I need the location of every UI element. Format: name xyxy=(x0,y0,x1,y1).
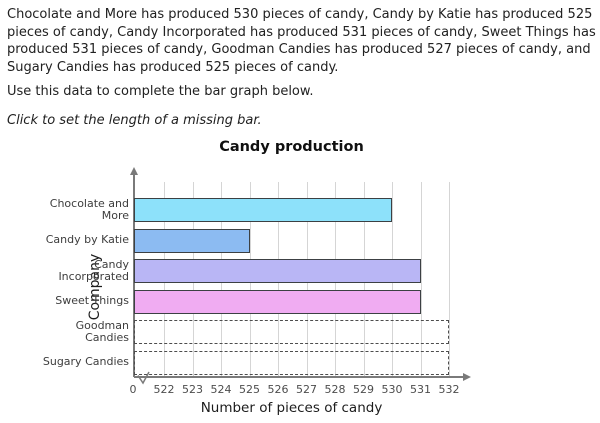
bar-sweet-things xyxy=(134,289,421,314)
x-axis-label: Number of pieces of candy xyxy=(200,400,383,416)
x-tick-label-522: 522 xyxy=(153,383,175,396)
x-tick-label-531: 531 xyxy=(410,383,431,396)
missing-bar-goodman-candies[interactable] xyxy=(134,320,449,344)
y-axis xyxy=(133,174,135,377)
category-label-goodman-candies: Goodman Candies xyxy=(75,318,129,344)
category-label-candy-incorporated: Candy Incorporated xyxy=(58,257,129,283)
x-tick-label-529: 529 xyxy=(353,383,374,396)
x-tick-label-528: 528 xyxy=(324,383,346,396)
bar-candy-by-katie xyxy=(134,228,250,253)
x-tick-label-525: 525 xyxy=(239,383,260,396)
x-tick-label-origin: 0 xyxy=(129,383,137,396)
gridline xyxy=(449,182,450,377)
x-tick-label-532: 532 xyxy=(438,383,460,396)
x-tick-label-526: 526 xyxy=(267,383,289,396)
x-tick-label-524: 524 xyxy=(210,383,232,396)
x-tick-label-530: 530 xyxy=(381,383,403,396)
x-tick-label-523: 523 xyxy=(182,383,203,396)
gridline xyxy=(420,182,422,377)
category-label-candy-by-katie: Candy by Katie xyxy=(45,233,129,247)
missing-bar-sugary-candies[interactable] xyxy=(134,350,449,375)
y-axis-arrow-icon xyxy=(129,167,138,175)
x-axis xyxy=(134,376,464,378)
chart-title: Candy production xyxy=(219,139,364,155)
category-label-chocolate-and-more: Chocolate and More xyxy=(49,196,129,222)
problem-statement: Chocolate and More has produced 530 piec… xyxy=(7,7,596,75)
bar-candy-incorporated xyxy=(134,259,421,283)
category-label-sweet-things: Sweet Things xyxy=(55,294,129,308)
instruction-text: Use this data to complete the bar graph … xyxy=(7,84,314,99)
bar-chocolate-and-more xyxy=(134,198,392,222)
hint-text: Click to set the length of a missing bar… xyxy=(7,113,262,128)
category-label-sugary-candies: Sugary Candies xyxy=(42,355,129,369)
x-axis-arrow-icon xyxy=(463,372,471,381)
axis-break-icon xyxy=(137,371,150,385)
x-tick-label-527: 527 xyxy=(296,383,317,396)
